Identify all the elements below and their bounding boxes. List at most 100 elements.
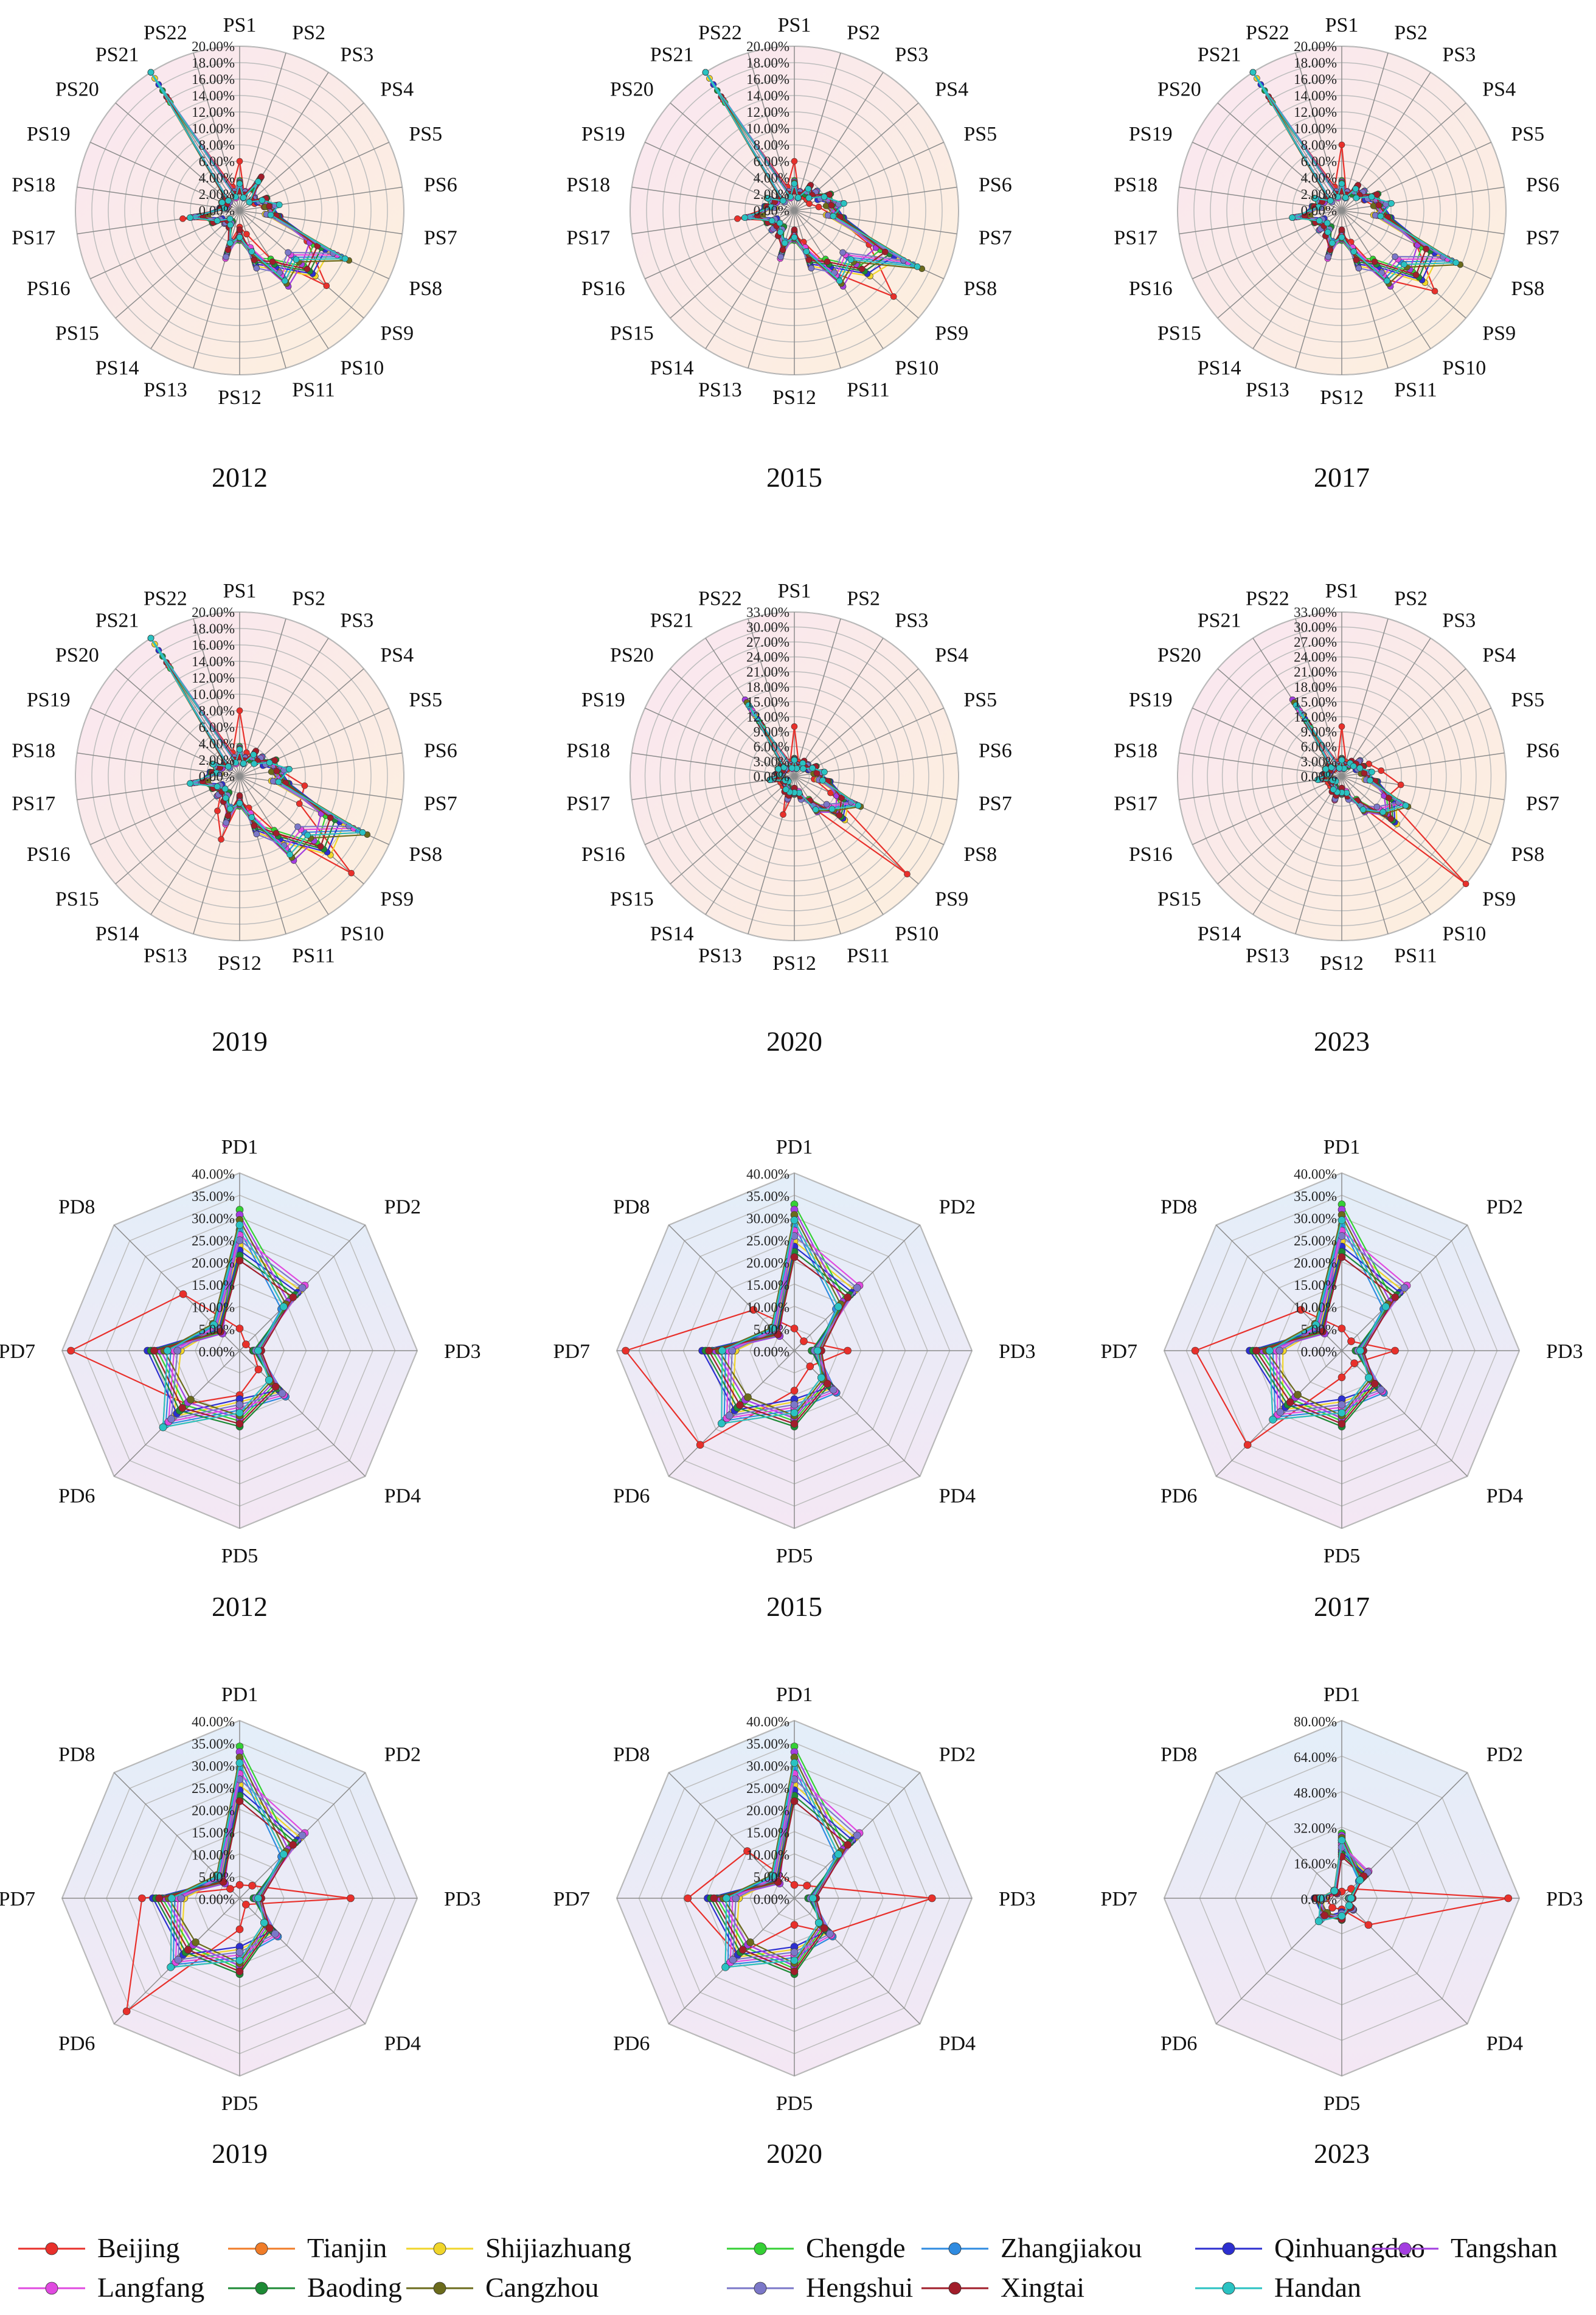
category-label-ps6: PS6 xyxy=(424,739,457,762)
tick-label: 35.00% xyxy=(192,1189,235,1204)
point-handan-ps6 xyxy=(276,201,283,208)
point-hengshui-pd7 xyxy=(732,1894,740,1902)
point-handan-pd6 xyxy=(159,1423,167,1432)
point-handan-ps10 xyxy=(836,277,843,285)
category-label-ps17: PS17 xyxy=(1114,793,1157,815)
point-xingtai-ps10 xyxy=(269,258,276,265)
category-label-pd7: PD7 xyxy=(0,1888,35,1910)
point-handan-ps14 xyxy=(1330,786,1337,793)
point-beijing-pd7 xyxy=(1191,1346,1199,1355)
category-label-ps20: PS20 xyxy=(55,78,99,101)
point-xingtai-ps8 xyxy=(1423,245,1429,252)
point-xingtai-ps8 xyxy=(327,814,334,821)
point-handan-pd3 xyxy=(809,1894,817,1902)
tick-label: 4.00% xyxy=(754,170,789,186)
point-beijing-ps1 xyxy=(236,707,243,714)
point-handan-ps1 xyxy=(1338,756,1345,764)
point-handan-pd1 xyxy=(235,1221,244,1229)
radar-pd-2015: 0.00% 5.00% 10.00% 15.00% 20.00% 25.00% 30.00%… xyxy=(553,1136,1036,1622)
point-handan-ps17 xyxy=(741,214,748,221)
category-label-ps17: PS17 xyxy=(566,227,610,249)
point-beijing-pd6 xyxy=(1243,1441,1252,1449)
point-xingtai-ps11 xyxy=(251,822,258,829)
tick-label: 64.00% xyxy=(1294,1750,1337,1765)
tick-label: 15.00% xyxy=(746,1278,789,1293)
legend-label-baoding: Baoding xyxy=(307,2272,402,2303)
tick-label: 12.00% xyxy=(746,105,789,120)
tick-label: 10.00% xyxy=(192,1847,235,1862)
category-label-ps4: PS4 xyxy=(380,78,414,101)
category-label-ps4: PS4 xyxy=(935,644,968,667)
charts-layer: 0.00%2.00%4.00%6.00%8.00%10.00%12.00%14.… xyxy=(0,14,1583,2169)
point-xingtai-ps6 xyxy=(1375,201,1383,209)
point-handan-ps14 xyxy=(777,229,784,235)
point-xingtai-ps5 xyxy=(826,191,833,198)
category-label-pd7: PD7 xyxy=(1101,1340,1137,1363)
point-handan-ps3 xyxy=(799,760,807,767)
point-handan-ps13 xyxy=(227,806,234,812)
year-caption-pd-2023: 2023 xyxy=(1314,2138,1370,2169)
axis-spoke xyxy=(1217,102,1342,211)
point-beijing-pd3 xyxy=(347,1894,355,1902)
category-label-ps16: PS16 xyxy=(27,277,71,300)
tick-label: 14.00% xyxy=(192,88,235,103)
point-handan-pd4 xyxy=(260,1918,268,1927)
category-label-pd2: PD2 xyxy=(1487,1196,1523,1218)
point-handan-ps14 xyxy=(227,221,234,229)
point-handan-ps16 xyxy=(768,217,775,225)
category-label-ps17: PS17 xyxy=(12,227,55,249)
category-label-pd6: PD6 xyxy=(1161,2033,1197,2055)
tick-label: 0.00% xyxy=(199,1344,235,1359)
category-label-pd1: PD1 xyxy=(1324,1683,1360,1706)
point-beijing-ps9 xyxy=(890,293,897,300)
point-xingtai-pd1 xyxy=(790,1253,799,1261)
point-handan-pd5 xyxy=(1338,1408,1346,1417)
tick-label: 2.00% xyxy=(199,753,235,768)
tick-label: 12.00% xyxy=(192,105,235,120)
point-beijing-pd7 xyxy=(138,1894,146,1902)
point-handan-ps15 xyxy=(776,220,783,226)
category-label-pd2: PD2 xyxy=(939,1743,976,1766)
point-handan-ps13 xyxy=(1329,240,1336,246)
tick-label: 20.00% xyxy=(192,39,235,54)
point-handan-ps1 xyxy=(1338,180,1345,187)
point-xingtai-pd6 xyxy=(184,1946,192,1954)
point-xingtai-pd1 xyxy=(235,1797,244,1805)
tick-label: 27.00% xyxy=(1294,635,1337,650)
point-handan-ps11 xyxy=(248,814,255,821)
point-handan-pd2 xyxy=(834,1850,842,1858)
tick-label: 30.00% xyxy=(746,1758,789,1774)
point-handan-ps16 xyxy=(213,783,221,790)
point-xingtai-ps10 xyxy=(272,830,280,837)
point-xingtai-ps9 xyxy=(317,843,324,850)
point-handan-ps4 xyxy=(800,765,807,772)
tick-label: 25.00% xyxy=(1294,1233,1337,1248)
axis-spoke xyxy=(77,186,240,211)
legend-item-baoding: Baoding xyxy=(228,2272,402,2303)
category-label-ps20: PS20 xyxy=(1157,644,1201,667)
point-beijing-ps6 xyxy=(1378,767,1385,774)
category-label-ps5: PS5 xyxy=(409,123,442,145)
point-beijing-ps1 xyxy=(1338,141,1345,148)
point-xingtai-ps9 xyxy=(836,812,843,819)
point-hengshui-pd1 xyxy=(235,1236,244,1244)
point-beijing-ps9 xyxy=(323,282,330,290)
tick-label: 8.00% xyxy=(199,138,235,153)
point-handan-pd3 xyxy=(1347,1894,1355,1902)
category-label-pd4: PD4 xyxy=(939,1485,976,1508)
point-handan-ps9 xyxy=(847,256,855,263)
category-label-pd5: PD5 xyxy=(1324,2092,1360,2115)
point-xingtai-pd2 xyxy=(289,1293,297,1301)
year-caption-pd-2015: 2015 xyxy=(766,1591,822,1622)
category-label-pd8: PD8 xyxy=(1161,1196,1197,1218)
category-label-ps10: PS10 xyxy=(895,357,939,379)
category-label-ps2: PS2 xyxy=(1394,21,1428,44)
category-label-ps21: PS21 xyxy=(650,44,694,66)
legend-label-handan: Handan xyxy=(1274,2272,1361,2303)
point-xingtai-ps10 xyxy=(1354,797,1361,804)
legend-label-xingtai: Xingtai xyxy=(1001,2272,1084,2303)
point-beijing-pd1 xyxy=(235,1325,244,1332)
axis-spoke xyxy=(239,102,364,211)
point-xingtai-ps13 xyxy=(224,246,232,254)
point-handan-ps6 xyxy=(1369,768,1375,776)
